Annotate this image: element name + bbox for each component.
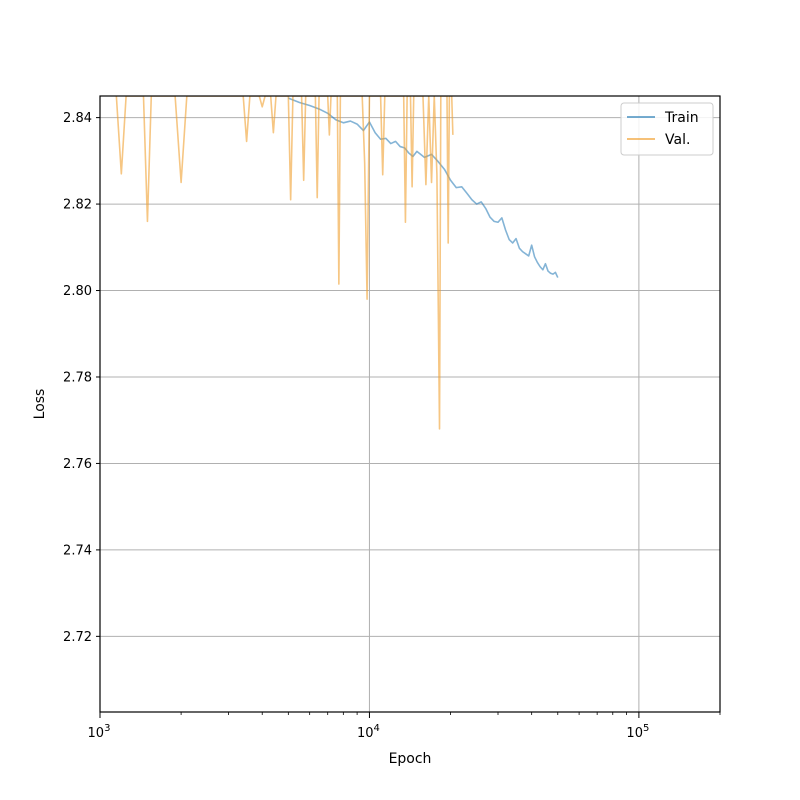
y-tick-label: 2.74 bbox=[63, 543, 92, 558]
x-axis-label: Epoch bbox=[389, 751, 432, 767]
plot-frame bbox=[99, 95, 721, 713]
y-tick-label: 2.82 bbox=[63, 198, 92, 213]
y-tick-label: 2.80 bbox=[63, 284, 92, 299]
x-tick-label: 104 bbox=[357, 723, 380, 741]
ticks: 2.72 2.74 2.76 2.78 2.80 2.82 2.84 103 104 105 bbox=[63, 111, 721, 741]
y-tick-label: 2.76 bbox=[63, 457, 92, 472]
x-tick-label: 103 bbox=[88, 723, 111, 741]
y-tick-label: 2.72 bbox=[63, 630, 92, 645]
y-tick-label: 2.84 bbox=[63, 111, 92, 126]
x-tick-label: 105 bbox=[626, 723, 649, 741]
legend-box bbox=[620, 102, 714, 156]
y-axis-label: Loss bbox=[32, 389, 48, 420]
series-line-train bbox=[288, 97, 559, 278]
legend-label: Val. bbox=[665, 132, 690, 148]
series-line-val bbox=[115, 96, 454, 430]
plot-background bbox=[100, 96, 720, 712]
y-tick-label: 2.78 bbox=[63, 370, 92, 385]
series-group bbox=[115, 96, 559, 430]
grid bbox=[99, 96, 720, 712]
legend-label: Train bbox=[664, 110, 699, 126]
legend: Train Val. bbox=[620, 102, 714, 156]
